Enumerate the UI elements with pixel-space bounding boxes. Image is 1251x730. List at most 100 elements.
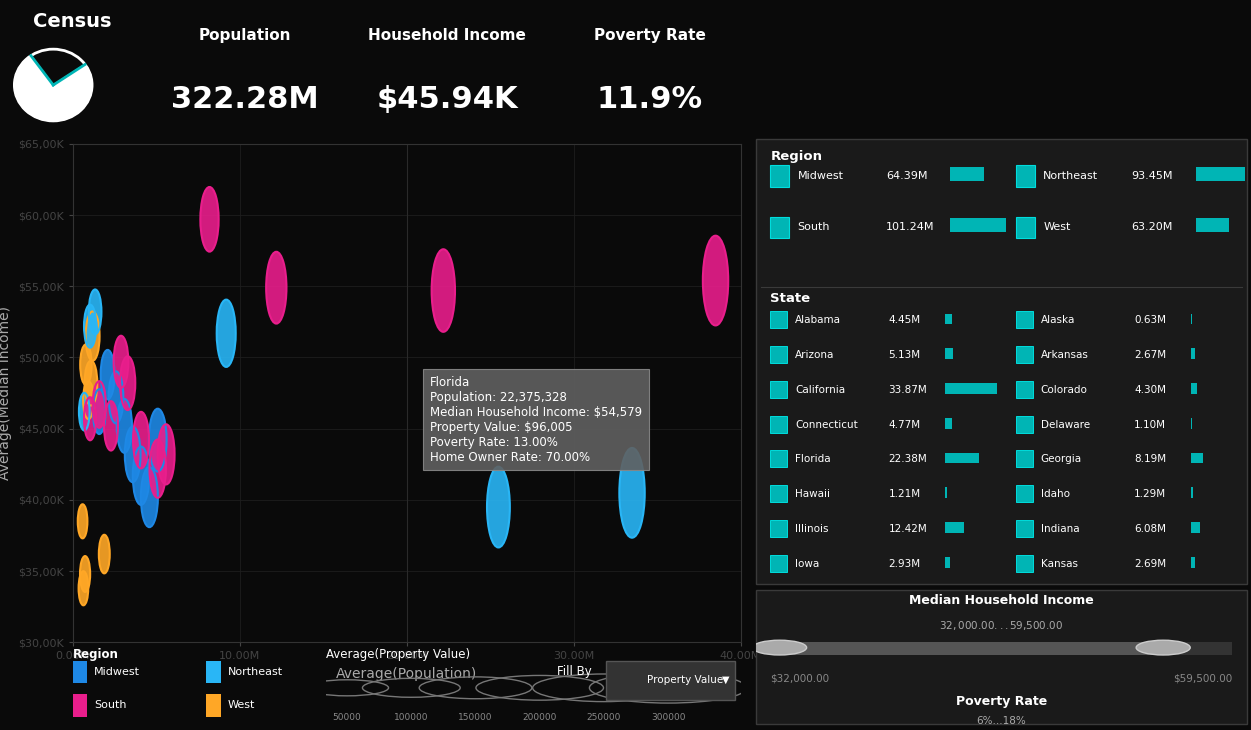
Bar xyxy=(1016,450,1033,467)
Text: 322.28M: 322.28M xyxy=(171,85,319,114)
Bar xyxy=(101,397,130,423)
Bar xyxy=(86,412,113,434)
Text: Census: Census xyxy=(33,12,111,31)
Text: Kansas: Kansas xyxy=(1041,558,1078,569)
Ellipse shape xyxy=(84,304,96,347)
Bar xyxy=(78,403,99,419)
Bar xyxy=(945,453,980,464)
Text: 5.13M: 5.13M xyxy=(888,350,921,360)
Ellipse shape xyxy=(89,290,101,334)
Text: 1.29M: 1.29M xyxy=(1135,489,1166,499)
Text: 33.87M: 33.87M xyxy=(888,385,927,395)
Text: 4.47M: 4.47M xyxy=(1135,593,1166,603)
Ellipse shape xyxy=(114,336,129,388)
Bar xyxy=(771,415,787,433)
Text: 2013: 2013 xyxy=(797,704,826,714)
Text: 63.20M: 63.20M xyxy=(1132,223,1173,232)
Text: Arkansas: Arkansas xyxy=(1041,350,1088,360)
Bar xyxy=(1191,488,1192,498)
Bar xyxy=(771,450,787,467)
Text: Iowa: Iowa xyxy=(794,558,819,569)
Bar xyxy=(1191,453,1203,464)
Text: 1.10M: 1.10M xyxy=(1135,420,1166,429)
Text: Northeast: Northeast xyxy=(1043,171,1098,181)
Text: Midwest: Midwest xyxy=(797,171,843,181)
Ellipse shape xyxy=(703,236,728,326)
Bar xyxy=(1016,415,1033,433)
Bar xyxy=(116,456,149,483)
Text: 50000: 50000 xyxy=(333,712,362,721)
Ellipse shape xyxy=(93,389,105,434)
Text: Florida: Florida xyxy=(794,454,831,464)
Bar xyxy=(771,700,789,718)
Text: Midwest: Midwest xyxy=(94,666,140,677)
Bar xyxy=(1006,662,1025,680)
Text: Delaware: Delaware xyxy=(1041,420,1090,429)
Ellipse shape xyxy=(141,467,158,527)
Text: Hawaii: Hawaii xyxy=(794,489,829,499)
Ellipse shape xyxy=(79,393,90,431)
Text: Indiana: Indiana xyxy=(1041,524,1080,534)
Bar xyxy=(888,662,907,680)
Ellipse shape xyxy=(149,439,166,498)
Bar xyxy=(1016,520,1033,537)
Bar xyxy=(1191,348,1195,359)
Text: Region: Region xyxy=(771,150,822,163)
Bar xyxy=(140,440,175,472)
Bar xyxy=(945,591,951,602)
Bar xyxy=(1191,418,1192,429)
Ellipse shape xyxy=(79,571,89,605)
Text: Property Value: Property Value xyxy=(647,675,723,685)
Bar xyxy=(94,372,121,399)
Text: 64.39M: 64.39M xyxy=(886,171,927,181)
Bar xyxy=(98,435,125,450)
Text: Year: Year xyxy=(771,643,803,656)
Text: 150000: 150000 xyxy=(458,712,493,721)
Bar xyxy=(133,502,166,527)
Ellipse shape xyxy=(104,402,118,450)
Text: 2009: 2009 xyxy=(797,666,826,676)
Text: Region: Region xyxy=(73,648,119,661)
Bar xyxy=(607,484,658,538)
Bar xyxy=(945,314,952,324)
Text: Household Income: Household Income xyxy=(368,28,527,43)
Text: South: South xyxy=(797,223,829,232)
Bar xyxy=(771,217,789,238)
Text: 22.38M: 22.38M xyxy=(888,454,927,464)
Text: State: State xyxy=(771,292,811,305)
Text: South: South xyxy=(94,701,126,710)
Ellipse shape xyxy=(84,397,96,440)
Ellipse shape xyxy=(432,249,455,332)
Bar xyxy=(779,642,1163,655)
Bar xyxy=(83,318,108,334)
Bar xyxy=(945,488,947,498)
Text: $59,500.00: $59,500.00 xyxy=(1173,673,1232,683)
Text: Alabama: Alabama xyxy=(794,315,841,326)
Bar xyxy=(79,336,106,361)
Bar xyxy=(113,391,143,410)
Ellipse shape xyxy=(125,426,140,483)
Bar xyxy=(1006,700,1025,718)
Bar xyxy=(141,480,174,498)
Bar xyxy=(771,520,787,537)
Ellipse shape xyxy=(266,252,286,323)
Ellipse shape xyxy=(99,535,110,573)
Bar xyxy=(1196,218,1228,231)
Text: Kentucky: Kentucky xyxy=(794,593,843,603)
FancyBboxPatch shape xyxy=(756,139,1247,584)
FancyBboxPatch shape xyxy=(756,590,1247,724)
Text: 250000: 250000 xyxy=(587,712,620,721)
Text: 2.69M: 2.69M xyxy=(1135,558,1166,569)
Bar xyxy=(945,418,952,429)
Bar xyxy=(1191,522,1200,533)
Text: ✓: ✓ xyxy=(1012,704,1020,714)
Bar xyxy=(771,662,789,680)
Bar xyxy=(78,427,103,440)
Bar xyxy=(206,694,221,717)
Bar xyxy=(771,346,787,363)
Bar xyxy=(149,465,183,485)
Text: 101.24M: 101.24M xyxy=(886,223,934,232)
Bar xyxy=(73,525,93,538)
Bar xyxy=(1191,557,1195,567)
Bar xyxy=(208,330,245,367)
